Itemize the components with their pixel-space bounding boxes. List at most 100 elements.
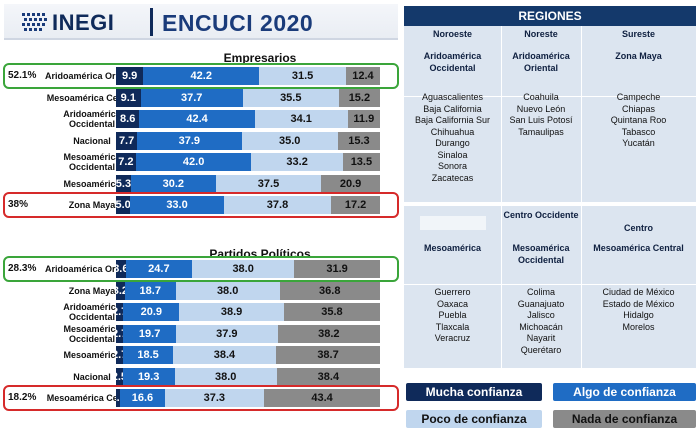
state-name: Tabasco — [621, 126, 656, 137]
state-name: Aguascalientes — [421, 92, 484, 102]
bar-segment-nada: 13.5 — [342, 153, 380, 171]
regiones-panel: REGIONES Noroeste Aridoamérica Occidenta… — [404, 6, 696, 368]
category-label: Mesoamérica Occidental — [63, 152, 121, 172]
chart-title: Empresarios — [223, 51, 297, 65]
legend-algo-de-confianza: Algo de confianza — [553, 383, 696, 401]
category-label: Mesoamérica Central — [46, 393, 138, 403]
legend-nada-de-confianza: Nada de confianza — [553, 410, 696, 428]
bar-segment-mucha: 2.7 — [116, 303, 124, 321]
category-label: Nacional — [73, 371, 111, 382]
bar-segment-nada: 12.4 — [345, 67, 380, 85]
state-name: Veracruz — [434, 333, 471, 343]
bar-segment-algo: 42.0 — [135, 153, 252, 171]
zone-label: Centro — [624, 223, 653, 233]
region-name: Zona Maya — [615, 51, 662, 61]
bar-segment-algo: 37.9 — [137, 131, 242, 150]
bar-segment-algo: 30.2 — [130, 174, 216, 193]
state-list: Campeche Chiapas Quintana Roo Tabasco Yu… — [581, 92, 696, 150]
bar-segment-algo: 19.3 — [122, 367, 175, 386]
category-label: Aridoamérica Occidental — [63, 109, 121, 129]
category-label: Mesoamérica — [63, 350, 121, 360]
category-label: Aridoamérica Occidental — [63, 302, 121, 322]
highlight-box-red — [3, 385, 399, 411]
regiones-divider — [404, 96, 696, 97]
bar-segment-poco: 37.8 — [223, 196, 332, 214]
state-name: Chiapas — [621, 103, 656, 114]
zone-label: Sureste — [621, 29, 656, 39]
inegi-logo-text: INEGI — [52, 10, 115, 35]
bar-segment-poco: 35.0 — [241, 131, 338, 150]
bar-segment-nada: 20.9 — [321, 174, 380, 193]
bar-segment-algo: 18.7 — [124, 281, 176, 300]
bar-segment-poco: 38.0 — [192, 260, 295, 278]
bar-segment-mucha: 2.7 — [116, 346, 124, 364]
highlight-box-red — [3, 192, 399, 218]
regiones-title: REGIONES — [404, 6, 696, 26]
category-label: Mesoamérica Occidental — [63, 323, 121, 344]
bar-segment-mucha: 3.2 — [116, 281, 125, 300]
bar-segment-nada: 17.2 — [331, 196, 380, 214]
state-list: Aguascalientes Baja California Baja Cali… — [404, 92, 501, 184]
bar-segment-nada: 11.9 — [347, 110, 380, 128]
survey-title: ENCUCI 2020 — [162, 10, 314, 36]
bar-segment-algo: 24.7 — [125, 260, 193, 278]
bar-segment-algo: 19.7 — [123, 324, 177, 343]
bar-segment-algo: 18.5 — [123, 346, 173, 364]
legend-mucha-confianza: Mucha confianza — [406, 383, 542, 401]
state-name: Guerrero — [434, 287, 471, 297]
state-name: Baja California — [423, 103, 482, 114]
zone-label: Centro Occidente — [503, 210, 579, 220]
bar-segment-algo: 16.6 — [120, 389, 165, 407]
bar-segment-poco: 34.1 — [254, 110, 348, 128]
state-name: Jalisco — [527, 310, 555, 320]
bar-segment-algo: 37.7 — [140, 88, 243, 107]
state-name: Tamaulipas — [518, 126, 564, 137]
bar-segment-algo: 42.2 — [143, 67, 260, 85]
highlight-percentage: 52.1% — [8, 70, 37, 81]
region-name: Aridoamérica Oriental — [512, 51, 570, 73]
state-name: Ciudad de México — [602, 287, 675, 297]
category-label: Nacional — [73, 135, 111, 146]
bar-segment-poco: 35.5 — [242, 88, 339, 107]
state-name: Guanajuato — [517, 298, 565, 309]
bar-segment-nada: 35.8 — [283, 303, 380, 321]
highlight-box-green — [3, 63, 399, 89]
bar-segment-poco: 38.0 — [175, 281, 280, 300]
state-name: Morelos — [622, 321, 655, 332]
state-list: Ciudad de México Estado de México Hidalg… — [581, 287, 696, 333]
bar-segment-nada: 15.2 — [338, 88, 380, 107]
bar-segment-nada: 38.2 — [277, 324, 380, 343]
bar-segment-nada: 31.9 — [294, 260, 380, 278]
regiones-divider — [404, 284, 696, 285]
bar-segment-mucha: 3.6 — [116, 260, 126, 278]
bar-segment-mucha: 9.9 — [116, 67, 144, 85]
state-name: Estado de México — [602, 298, 675, 309]
category-label: Zona Maya — [68, 200, 116, 210]
legend-poco-de-confianza: Poco de confianza — [406, 410, 542, 428]
category-label: Mesoamérica — [63, 178, 121, 189]
state-name: Campeche — [616, 92, 661, 102]
regiones-divider — [581, 26, 582, 368]
regiones-divider — [501, 26, 502, 368]
state-name: Sonora — [437, 161, 468, 171]
region-name: Mesoamérica — [423, 243, 482, 253]
bar-segment-mucha: 2.7 — [116, 324, 124, 343]
category-label: Zona Maya — [68, 285, 116, 296]
state-name: Coahuila — [523, 92, 559, 102]
state-name: Zacatecas — [431, 172, 474, 183]
state-name: Baja California Sur — [414, 115, 491, 125]
region-name: Aridoamérica Occidental — [423, 51, 482, 73]
state-name: Nuevo León — [516, 103, 566, 114]
state-name: Quintana Roo — [610, 115, 667, 125]
regiones-divider — [404, 202, 696, 206]
highlight-percentage: 18.2% — [8, 392, 37, 403]
state-name: Querétaro — [520, 344, 562, 355]
bar-segment-poco: 38.4 — [172, 346, 277, 364]
zone-label: Noroeste — [432, 29, 472, 39]
bar-segment-mucha: 5.0 — [116, 196, 131, 214]
bar-segment-poco: 31.5 — [259, 67, 346, 85]
region-name: Mesoamérica Occidental — [512, 243, 570, 265]
state-name: Durango — [435, 138, 470, 148]
inegi-logo-icon — [22, 13, 47, 31]
state-name: Sinaloa — [437, 149, 468, 160]
